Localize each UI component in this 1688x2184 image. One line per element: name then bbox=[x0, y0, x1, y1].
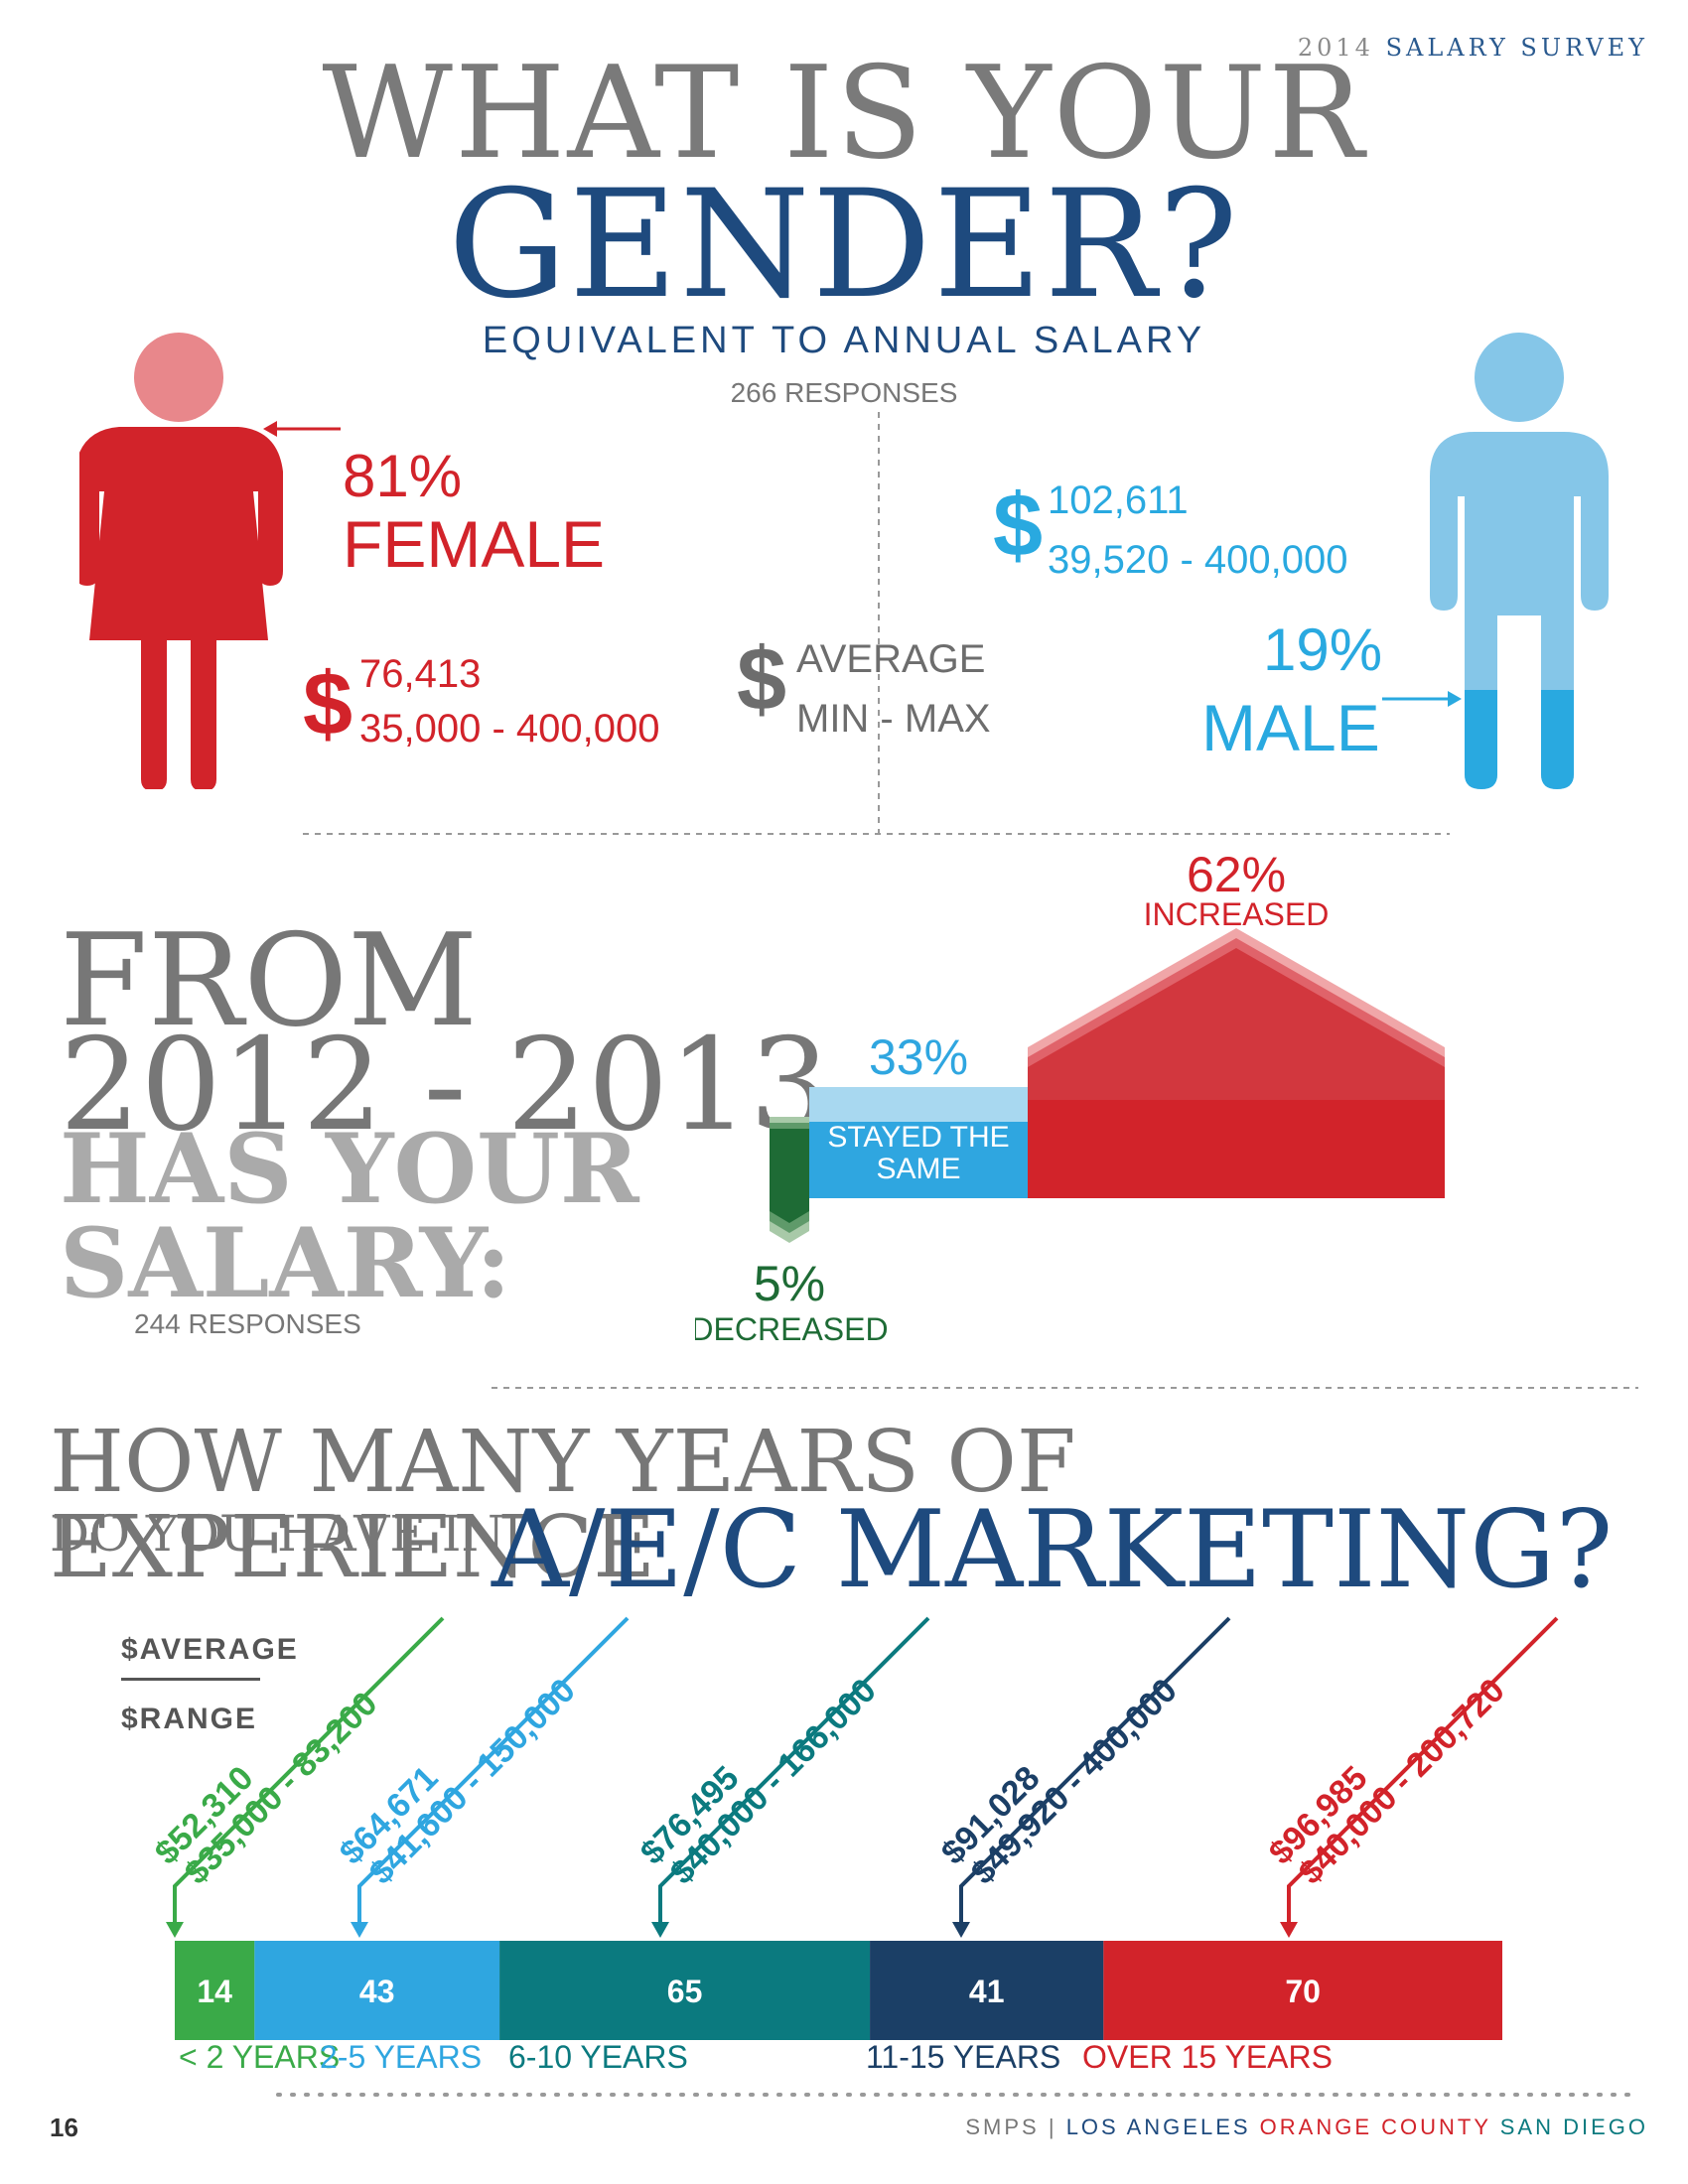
label-increased: INCREASED bbox=[1144, 896, 1330, 932]
salary-title-has: HAS YOUR bbox=[60, 1113, 639, 1225]
experience-callout-2: $76,495$40,000 - 166,000 bbox=[633, 1616, 930, 1938]
value-decreased: 5% bbox=[754, 1256, 825, 1311]
gender-title-line2: GENDER? bbox=[448, 159, 1240, 332]
bar-increased bbox=[1028, 928, 1445, 1198]
experience-value-2: 65 bbox=[667, 1974, 703, 2009]
page-number: 16 bbox=[50, 2113, 78, 2142]
footer-smps: SMPS bbox=[965, 2115, 1040, 2139]
legend-minmax: MIN - MAX bbox=[796, 697, 991, 741]
experience-callout-4: $96,985$40,000 - 200,720 bbox=[1262, 1616, 1559, 1938]
legend-dollar-icon: $ bbox=[737, 630, 787, 730]
experience-bar-2 bbox=[499, 1941, 871, 2040]
experience-value-3: 41 bbox=[969, 1974, 1005, 2009]
female-figure-icon bbox=[79, 333, 283, 789]
salary-title-years: 2012 - 2013, bbox=[60, 1012, 871, 1160]
experience-title-line2a: DO YOU HAVE IN bbox=[50, 1505, 505, 1563]
value-increased: 62% bbox=[1187, 847, 1286, 902]
male-pct: 19% bbox=[1263, 616, 1383, 683]
salary-responses: 244 RESPONSES bbox=[134, 1308, 361, 1339]
experience-bar-1 bbox=[254, 1941, 500, 2040]
legend-divider bbox=[121, 1678, 260, 1681]
bar-stayed-same bbox=[809, 1087, 1028, 1198]
experience-value-4: 70 bbox=[1285, 1974, 1321, 2009]
gender-subtitle: EQUIVALENT TO ANNUAL SALARY bbox=[482, 320, 1206, 361]
female-arrow-icon bbox=[263, 421, 341, 437]
male-dollar-icon: $ bbox=[993, 477, 1044, 576]
experience-title-line2b: A/E/C MARKETING? bbox=[492, 1488, 1614, 1612]
experience-bar-3 bbox=[870, 1941, 1104, 2040]
male-arrow-icon bbox=[1382, 691, 1462, 707]
female-pct: 81% bbox=[343, 443, 463, 509]
experience-bar-4 bbox=[1103, 1941, 1502, 2040]
experience-callout-3: $91,028$49,920 - 400,000 bbox=[934, 1616, 1231, 1938]
footer-city-la: LOS ANGELES bbox=[1065, 2115, 1251, 2139]
gender-title-line1: WHAT IS YOUR bbox=[322, 40, 1366, 188]
experience-title-line1: HOW MANY YEARS OF EXPERIENCE bbox=[50, 1413, 1076, 1597]
female-dollar-icon: $ bbox=[303, 655, 353, 754]
survey-year: 2014 bbox=[1297, 34, 1374, 62]
male-label: MALE bbox=[1201, 691, 1380, 764]
experience-category-4: OVER 15 YEARS bbox=[1082, 2039, 1333, 2075]
bar-decreased bbox=[770, 1117, 809, 1243]
legend-range-label: $RANGE bbox=[121, 1703, 258, 1735]
gender-responses: 266 RESPONSES bbox=[730, 377, 958, 408]
female-label: FEMALE bbox=[343, 507, 606, 581]
legend-average: AVERAGE bbox=[796, 637, 986, 681]
salary-change-chart: STAYED THE SAME 33% 62% INCREASED 5% DEC… bbox=[695, 847, 1445, 1347]
experience-category-3: 11-15 YEARS bbox=[866, 2039, 1060, 2075]
experience-value-1: 43 bbox=[359, 1974, 395, 2009]
experience-category-2: 6-10 YEARS bbox=[508, 2039, 688, 2075]
female-range: 35,000 - 400,000 bbox=[359, 707, 660, 751]
survey-name: SALARY SURVEY bbox=[1385, 34, 1648, 62]
female-average: 76,413 bbox=[359, 652, 482, 696]
experience-bar-0 bbox=[175, 1941, 255, 2040]
legend-average-label: $AVERAGE bbox=[121, 1633, 299, 1666]
male-range: 39,520 - 400,000 bbox=[1048, 538, 1348, 582]
footer-sep: | bbox=[1048, 2115, 1057, 2139]
footer-org: SMPS | LOS ANGELES ORANGE COUNTY SAN DIE… bbox=[965, 2115, 1648, 2140]
experience-category-0: < 2 YEARS bbox=[179, 2039, 340, 2075]
value-stayed-same: 33% bbox=[869, 1029, 968, 1085]
experience-value-0: 14 bbox=[197, 1974, 232, 2009]
experience-callout-1: $64,671$41,600 - 150,000 bbox=[333, 1616, 630, 1938]
salary-title-salary: SALARY: bbox=[60, 1207, 511, 1319]
footer-city-sd: SAN DIEGO bbox=[1499, 2115, 1648, 2139]
footer-city-oc: ORANGE COUNTY bbox=[1259, 2115, 1491, 2139]
label-decreased: DECREASED bbox=[695, 1311, 889, 1347]
label-stayed-same-line1: STAYED THE bbox=[827, 1121, 1009, 1154]
male-figure-icon bbox=[1430, 333, 1609, 789]
salary-title-from: FROM bbox=[60, 907, 479, 1055]
survey-header: 2014 SALARY SURVEY bbox=[1298, 34, 1648, 62]
male-average: 102,611 bbox=[1048, 478, 1189, 522]
label-stayed-same-line2: SAME bbox=[876, 1153, 960, 1185]
experience-category-1: 2-5 YEARS bbox=[320, 2039, 482, 2075]
